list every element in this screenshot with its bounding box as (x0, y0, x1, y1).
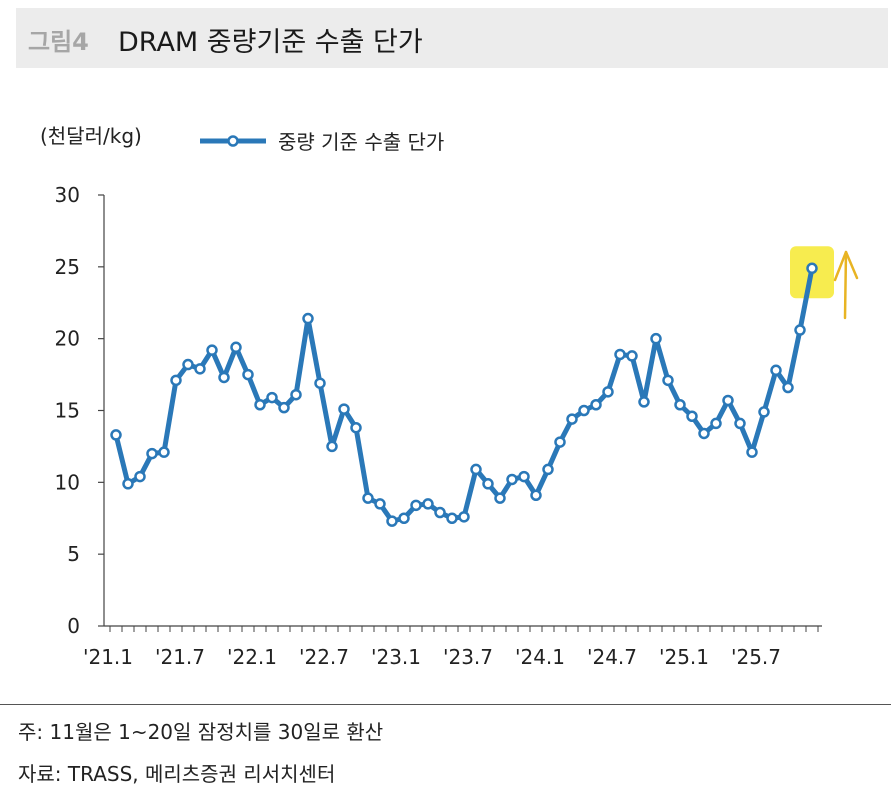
data-point (110, 429, 122, 441)
data-point (146, 447, 158, 460)
y-tick-label: 0 (67, 614, 80, 638)
data-point (218, 371, 230, 384)
y-tick-label: 10 (55, 470, 80, 494)
y-tick-label: 5 (67, 542, 80, 566)
data-point (614, 348, 626, 361)
data-point (770, 364, 782, 377)
legend-swatch (200, 134, 266, 147)
x-tick-label: '21.7 (155, 645, 205, 669)
data-point (374, 498, 386, 510)
y-tick-label: 20 (55, 327, 80, 351)
line-chart: 0 5 10 15 20 25 30 '21.1 '21.7 '22.1 '22.7 '23.1 '23… (55, 183, 859, 669)
data-point (134, 470, 146, 483)
data-point (482, 478, 494, 490)
data-point (314, 377, 326, 389)
data-point (122, 478, 134, 490)
y-tick-label: 25 (55, 255, 80, 279)
data-point (242, 368, 254, 381)
data-point (386, 515, 398, 527)
x-tick-label: '23.1 (371, 645, 421, 669)
data-point (590, 399, 602, 411)
data-point (794, 324, 806, 336)
data-point (518, 470, 530, 483)
data-point (650, 332, 662, 345)
y-tick-label: 30 (55, 183, 80, 207)
data-point (362, 492, 374, 504)
legend: 중량 기준 수출 단가 (198, 126, 444, 155)
x-tick-label: '22.1 (227, 645, 277, 669)
data-point (734, 417, 746, 430)
data-point (662, 374, 674, 387)
up-arrow-head (833, 250, 859, 282)
x-tick-label: '24.1 (515, 645, 565, 669)
data-point (530, 489, 542, 502)
data-point (626, 350, 638, 362)
data-point (458, 511, 470, 523)
data-point (782, 381, 794, 394)
data-point (158, 446, 170, 458)
data-point (290, 388, 302, 401)
data-point (434, 506, 446, 519)
data-point (470, 463, 482, 476)
y-axis-unit-label: (천달러/kg) (40, 124, 142, 148)
footer-divider (0, 704, 891, 705)
data-point (446, 512, 458, 524)
series-line (113, 265, 815, 524)
data-point (566, 413, 578, 425)
x-tick-label: '22.7 (299, 645, 349, 669)
data-point (602, 386, 614, 398)
data-point (230, 341, 242, 354)
source-note: 자료: TRASS, 메리츠증권 리서치센터 (18, 762, 336, 786)
data-point (698, 427, 710, 440)
data-point (578, 404, 590, 417)
data-point (182, 358, 194, 371)
chart-title: DRAM 중량기준 수출 단가 (118, 27, 423, 58)
data-point (422, 498, 434, 510)
data-point (686, 410, 698, 422)
data-point (398, 512, 410, 524)
data-point (266, 391, 278, 404)
data-point (206, 344, 218, 356)
data-point (170, 374, 182, 387)
data-point (722, 394, 734, 407)
x-tick-label: '24.7 (587, 645, 637, 669)
data-point (506, 473, 518, 486)
data-point (710, 417, 722, 430)
y-tick-label: 15 (55, 399, 80, 423)
data-point (194, 363, 206, 375)
footnote: 주: 11월은 1~20일 잠정치를 30일로 환산 (18, 720, 384, 744)
data-point (542, 463, 554, 476)
x-tick-label: '21.1 (83, 645, 133, 669)
data-point (638, 396, 650, 408)
data-point (554, 436, 566, 448)
data-point (350, 421, 362, 434)
data-point (278, 401, 290, 414)
title-bar (16, 8, 888, 68)
data-point (494, 492, 506, 504)
data-point (410, 499, 422, 512)
data-point (254, 399, 266, 411)
data-point (746, 446, 758, 458)
up-arrow-annotation (843, 250, 848, 320)
x-tick-label: '23.7 (443, 645, 493, 669)
data-point (302, 312, 314, 325)
legend-series-label: 중량 기준 수출 단가 (278, 130, 445, 154)
data-point (758, 406, 770, 418)
x-tick-label: '25.1 (659, 645, 709, 669)
data-point (326, 440, 338, 453)
x-tick-label: '25.7 (731, 645, 781, 669)
data-point (338, 403, 350, 415)
data-point (806, 262, 818, 275)
figure-number: 그림4 (28, 28, 89, 56)
data-point (674, 399, 686, 411)
